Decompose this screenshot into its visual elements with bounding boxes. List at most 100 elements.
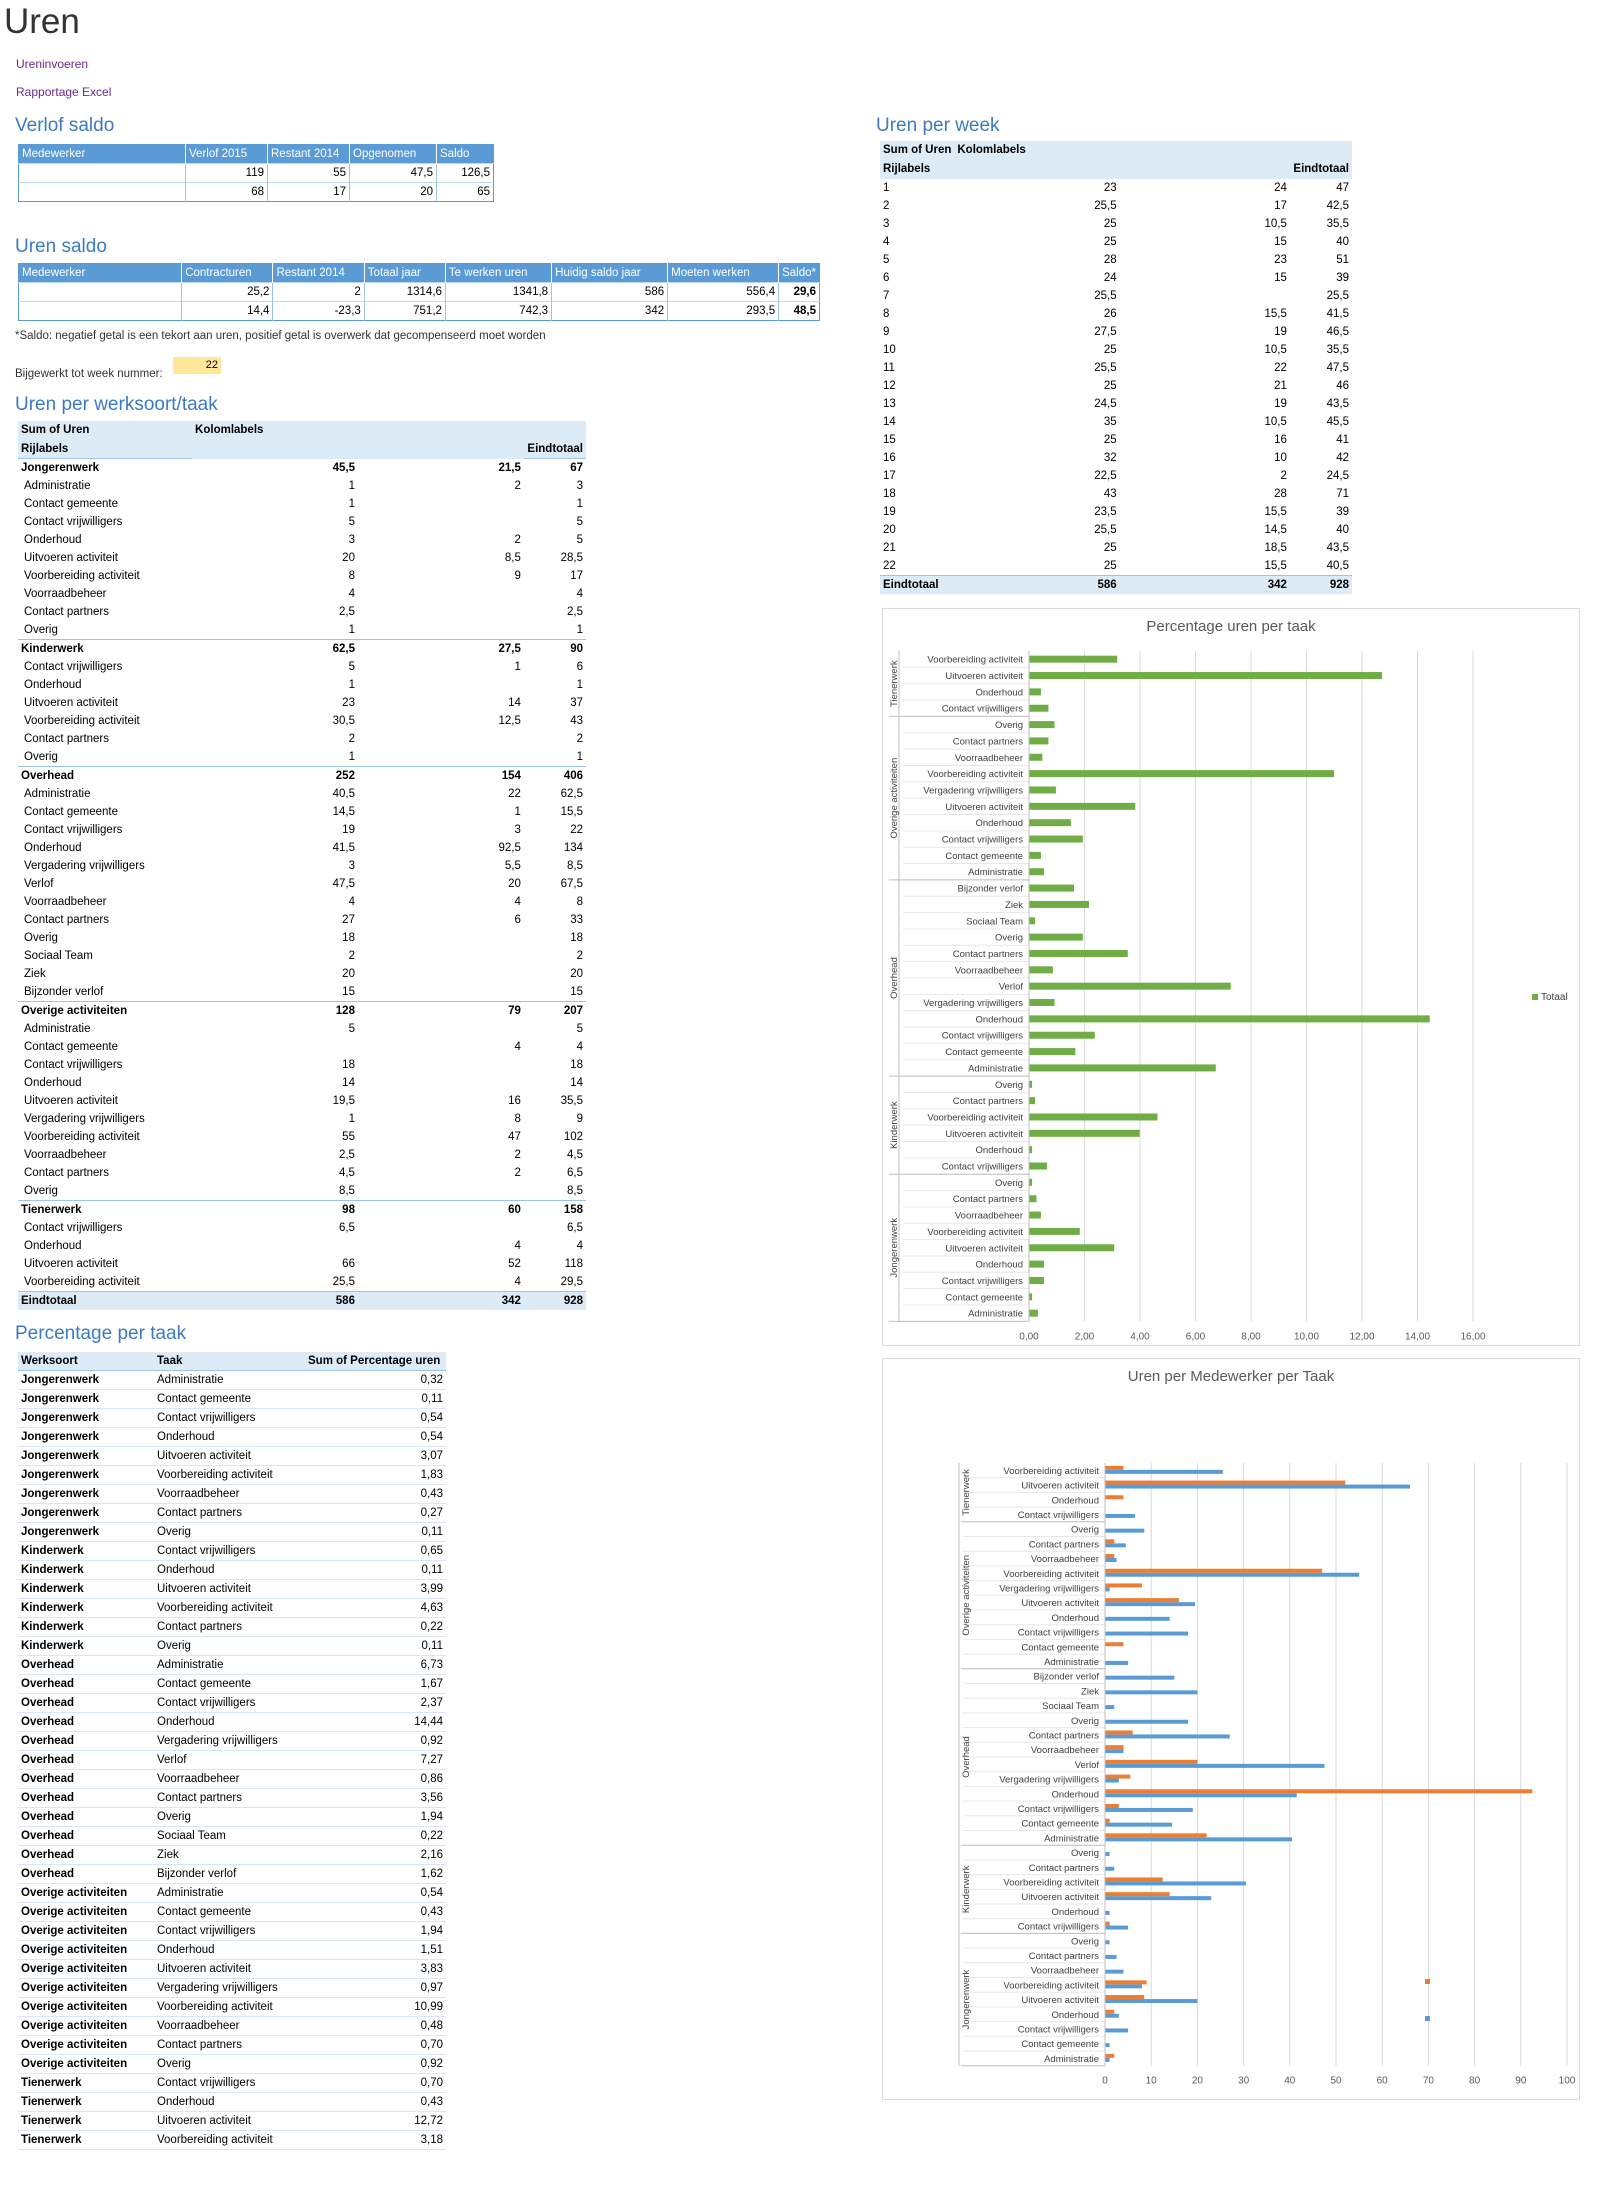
link-rapportage-excel[interactable]: Rapportage Excel	[16, 85, 112, 99]
cell: Overige activiteiten	[18, 1883, 154, 1903]
cell: 3	[348, 534, 355, 546]
cell: 1	[348, 679, 355, 691]
category-label: Verlof	[999, 982, 1024, 993]
pivot-row: Uitvoeren activiteit 66 52 118	[18, 1255, 586, 1273]
cell: 19	[1274, 326, 1287, 338]
cell	[358, 947, 524, 965]
cell: 8	[576, 896, 583, 908]
category-label: Administratie	[1044, 1833, 1099, 1844]
pivot-row: Administratie 5 5	[18, 1020, 586, 1038]
bar	[1029, 1080, 1033, 1088]
cell: 556,4	[667, 282, 779, 302]
cell: 102	[563, 1131, 583, 1143]
pivot-row: 1 23 24 47	[880, 179, 1352, 198]
category-label: Overig	[995, 720, 1023, 731]
verlof-saldo-title: Verlof saldo	[15, 115, 115, 136]
table-row: Overige activiteiten Voorbereiding activi…	[18, 1997, 446, 2017]
tick-label: 70	[1423, 2076, 1435, 2087]
cell: Overhead	[18, 1826, 154, 1846]
cell: 0,70	[305, 2073, 446, 2093]
cell: 25	[1103, 218, 1117, 230]
cell: 0,11	[305, 1522, 446, 1542]
cell: Contact partners	[24, 733, 110, 745]
category-label: Administratie	[968, 1063, 1023, 1074]
pivot-header: Eindtotaal	[1289, 159, 1352, 179]
cell: 18	[570, 1059, 583, 1071]
cell: 0,54	[305, 1427, 446, 1447]
bar	[1029, 884, 1074, 892]
group-label: Overige activiteiten	[889, 758, 900, 839]
cell: 15	[883, 434, 896, 446]
cell: 0,22	[305, 1617, 446, 1637]
cell: 55	[342, 1131, 355, 1143]
cell: 2	[1280, 470, 1287, 482]
cell: 92,5	[498, 842, 521, 854]
cell: 4	[348, 896, 355, 908]
cell: Voorbereiding activiteit	[24, 1276, 140, 1288]
bar-series-1	[1105, 1690, 1198, 1695]
cell: 15,5	[1264, 308, 1287, 320]
bar-series-1	[1105, 1469, 1223, 1474]
pivot-row: 13 24,5 19 43,5	[880, 395, 1352, 413]
cell: 25	[1103, 434, 1117, 446]
cell: 158	[523, 1200, 586, 1219]
cell: 0,22	[305, 1826, 446, 1846]
werksoort-pivot-table: Sum of Uren Kolomlabels Rijlabels Eindto…	[18, 421, 586, 1310]
cell: 41,5	[332, 842, 355, 854]
table-row: Overhead Contact gemeente 1,67	[18, 1674, 446, 1694]
cell: 48,5	[778, 301, 820, 321]
cell: Onderhoud	[24, 1240, 82, 1252]
tick-label: 100	[1559, 2076, 1576, 2087]
pivot-row: Uitvoeren activiteit 20 8,5 28,5	[18, 549, 586, 567]
group-label: Overige activiteiten	[961, 1555, 972, 1636]
pivot-row: 11 25,5 22 47,5	[880, 359, 1352, 377]
cell: 20	[508, 878, 521, 890]
bar	[1029, 1276, 1044, 1284]
cell: 1,51	[305, 1940, 446, 1960]
cell: Contact partners	[154, 2035, 305, 2055]
week-label: Bijgewerkt tot week nummer:	[15, 368, 163, 380]
tick-label: 60	[1377, 2076, 1389, 2087]
cell: 0,70	[305, 2035, 446, 2055]
bar-series-1	[1105, 1969, 1124, 1974]
tick-label: 80	[1469, 2076, 1481, 2087]
category-label: Overig	[1071, 1848, 1099, 1859]
week-number-cell[interactable]: 22	[173, 357, 221, 374]
cell: Uitvoeren activiteit	[24, 1095, 118, 1107]
cell: Vergadering vrijwilligers	[154, 1978, 305, 1998]
cell: 1,83	[305, 1465, 446, 1485]
pivot-row: 6 24 15 39	[880, 269, 1352, 287]
category-label: Overig	[1071, 1936, 1099, 1947]
category-label: Overig	[995, 1080, 1023, 1091]
chart-title: Uren per Medewerker per Taak	[1128, 1368, 1335, 1385]
category-label: Voorbereiding activiteit	[1003, 1980, 1099, 1991]
category-label: Uitvoeren activiteit	[1021, 1995, 1099, 2006]
col-header: Medewerker	[18, 144, 186, 164]
bar	[1029, 1048, 1076, 1056]
cell: Contact gemeente	[154, 1389, 305, 1409]
bar-series-1	[1105, 1837, 1293, 1842]
bar-series-1	[1105, 1940, 1110, 1945]
bar-series-1	[1105, 1734, 1230, 1739]
cell: 13	[883, 398, 896, 410]
cell: 18	[883, 488, 896, 500]
cell: Contact gemeente	[154, 1902, 305, 1922]
cell: 3,07	[305, 1446, 446, 1466]
cell: 2,5	[567, 606, 583, 618]
bar-series-1	[1105, 2057, 1110, 2062]
bar	[1029, 900, 1089, 908]
cell: 22,5	[1094, 470, 1117, 482]
cell: 10,5	[1264, 344, 1287, 356]
category-label: Contact partners	[953, 1096, 1023, 1107]
category-label: Contact gemeente	[1021, 2039, 1099, 2050]
cell: Overig	[154, 1807, 305, 1827]
cell: 15,5	[560, 806, 583, 818]
cell: 24,5	[1326, 470, 1349, 482]
link-ureninvoeren[interactable]: Ureninvoeren	[16, 57, 89, 71]
cell	[358, 603, 524, 621]
chart1-svg: Percentage uren per taak 0,00 2,00 4,00 6,00…	[889, 618, 1568, 1342]
tick-label: 40	[1284, 2076, 1296, 2087]
bar-series-1	[1105, 1749, 1124, 1754]
cell: 207	[523, 1001, 586, 1020]
week-pivot-table: Sum of Uren Kolomlabels Rijlabels Eindto…	[880, 141, 1352, 594]
